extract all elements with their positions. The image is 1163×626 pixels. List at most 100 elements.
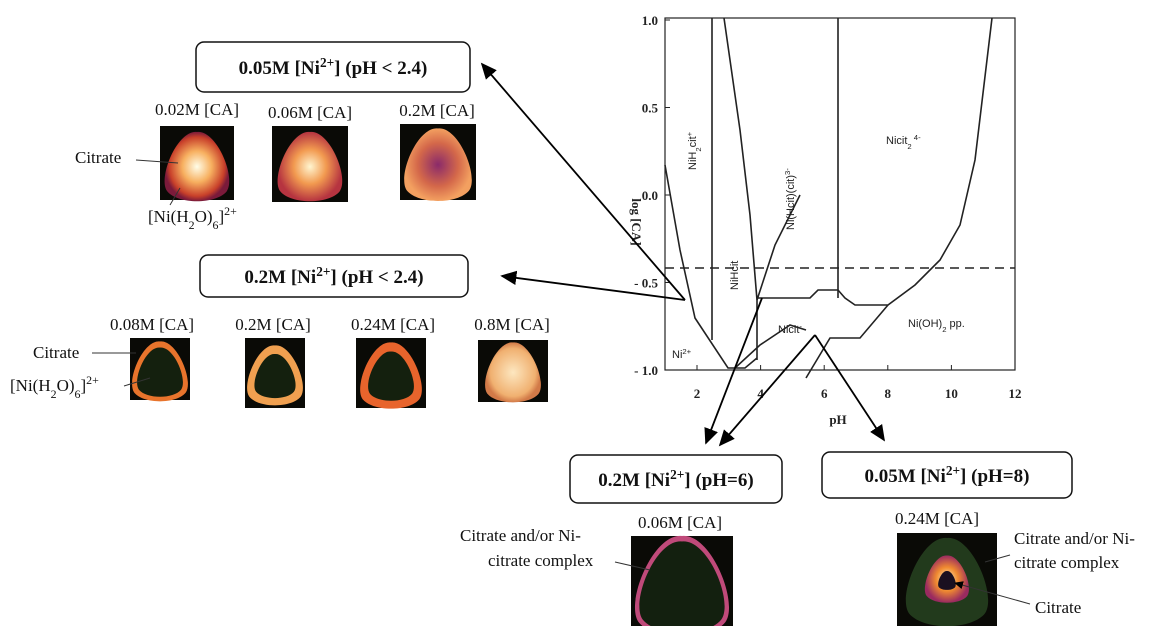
text: - (799, 322, 802, 331)
text: Nicit (778, 324, 799, 336)
text: pp. (947, 318, 965, 330)
text: 2+ (224, 204, 237, 218)
region-label: Ni2+ (672, 347, 692, 362)
text: Nicit (886, 135, 907, 147)
annotation: citrate complex (488, 551, 594, 570)
image-label: 0.24M [CA] (895, 509, 979, 528)
region-label: Nicit2 4- (886, 133, 921, 151)
text: Ni(OH) (908, 318, 942, 330)
text: ] (pH=8) (960, 466, 1029, 487)
x-axis-label: pH (829, 412, 846, 427)
text: Ni (672, 349, 682, 361)
arrow (814, 334, 885, 442)
y-tick-label: 0.5 (642, 101, 659, 116)
annotation: Citrate (75, 148, 121, 167)
text: 0.2M [Ni (244, 267, 316, 288)
boundary (805, 304, 889, 379)
annotation: citrate complex (1014, 553, 1120, 572)
annotation: [Ni(H2O)6]2+ (10, 373, 99, 401)
image-label: 0.2M [CA] (235, 315, 311, 334)
boundary (756, 194, 801, 301)
x-tick-label: 12 (1009, 386, 1022, 401)
text: ] (80, 376, 86, 395)
text: 2+ (86, 373, 99, 387)
region-label: NiHcit (729, 261, 741, 290)
text: 2+ (682, 347, 691, 356)
y-axis-label: log [CA] (629, 198, 644, 245)
condition-label: 0.2M [Ni2+] (pH=6) (598, 467, 753, 492)
leader (954, 581, 1031, 605)
text: ] (pH < 2.4) (330, 267, 423, 288)
text: [Ni(H (148, 207, 189, 226)
text: 2+ (946, 463, 960, 478)
text: 2+ (320, 55, 334, 70)
arrow (480, 62, 686, 301)
leader (123, 377, 151, 387)
micrograph (356, 338, 426, 409)
text: cit (687, 136, 699, 147)
image-label: 0.2M [CA] (399, 101, 475, 120)
y-tick-label: - 1.0 (634, 363, 658, 378)
image-label: 0.08M [CA] (110, 315, 194, 334)
text: ] (pH=6) (684, 470, 753, 491)
leader (169, 187, 181, 206)
boundary (723, 17, 758, 360)
condition-box (569, 454, 783, 504)
y-tick-label: 1.0 (642, 13, 658, 28)
annotation: Citrate and/or Ni- (1014, 529, 1135, 548)
micrograph (400, 124, 476, 201)
text: 6 (213, 218, 219, 232)
text: 0.2M [Ni (598, 470, 670, 491)
text: ] (218, 207, 224, 226)
text: 6 (75, 387, 81, 401)
region-label: NiH2cit+ (685, 131, 703, 170)
image-label: 0.8M [CA] (474, 315, 550, 334)
x-tick-label: 4 (757, 386, 764, 401)
region-label: Nicit- (778, 322, 802, 337)
arrow (704, 297, 763, 445)
micrograph (245, 338, 305, 408)
x-tick-label: 8 (885, 386, 892, 401)
x-tick-label: 10 (945, 386, 958, 401)
text: 2 (694, 147, 703, 151)
x-tick-label: 2 (694, 386, 701, 401)
leader (984, 554, 1011, 563)
text: 4- (912, 133, 921, 142)
leader (135, 159, 179, 164)
text: NiH (687, 152, 699, 170)
image-label: 0.06M [CA] (268, 103, 352, 122)
region-label: Ni(Hcit)(cit)3- (783, 168, 798, 230)
condition-label: 0.05M [Ni2+] (pH < 2.4) (239, 55, 428, 80)
y-tick-label: - 0.5 (634, 276, 658, 291)
condition-box (821, 451, 1073, 499)
boundary (757, 17, 993, 306)
boundary (664, 164, 758, 369)
condition-box (199, 254, 469, 298)
annotation: Citrate (1035, 598, 1081, 617)
leader (614, 561, 651, 571)
text: O) (57, 376, 75, 395)
text: Ni(Hcit)(cit) (785, 175, 797, 230)
micrograph (272, 126, 348, 202)
image-label: 0.24M [CA] (351, 315, 435, 334)
text: 0.05M [Ni (865, 466, 946, 487)
text: 2 (907, 142, 911, 151)
text: 2 (189, 218, 195, 232)
condition-label: 0.05M [Ni2+] (pH=8) (865, 463, 1030, 488)
text: 2 (942, 325, 946, 334)
text: + (685, 131, 694, 136)
region-label: Ni(OH)2 pp. (908, 318, 965, 334)
micrograph (160, 126, 234, 202)
plot-frame (664, 17, 1016, 371)
annotation: Citrate (33, 343, 79, 362)
phase-diagram: 2 4 6 8 10 12 1.0 0.5 0.0 - 0.5 - 1.0 pH log [CA]… (629, 13, 1022, 427)
image-label: 0.06M [CA] (638, 513, 722, 532)
micrograph (631, 535, 733, 626)
annotation: [Ni(H2O)6]2+ (148, 204, 237, 232)
text: 2 (51, 387, 57, 401)
text: 2+ (316, 264, 330, 279)
text: O) (195, 207, 213, 226)
